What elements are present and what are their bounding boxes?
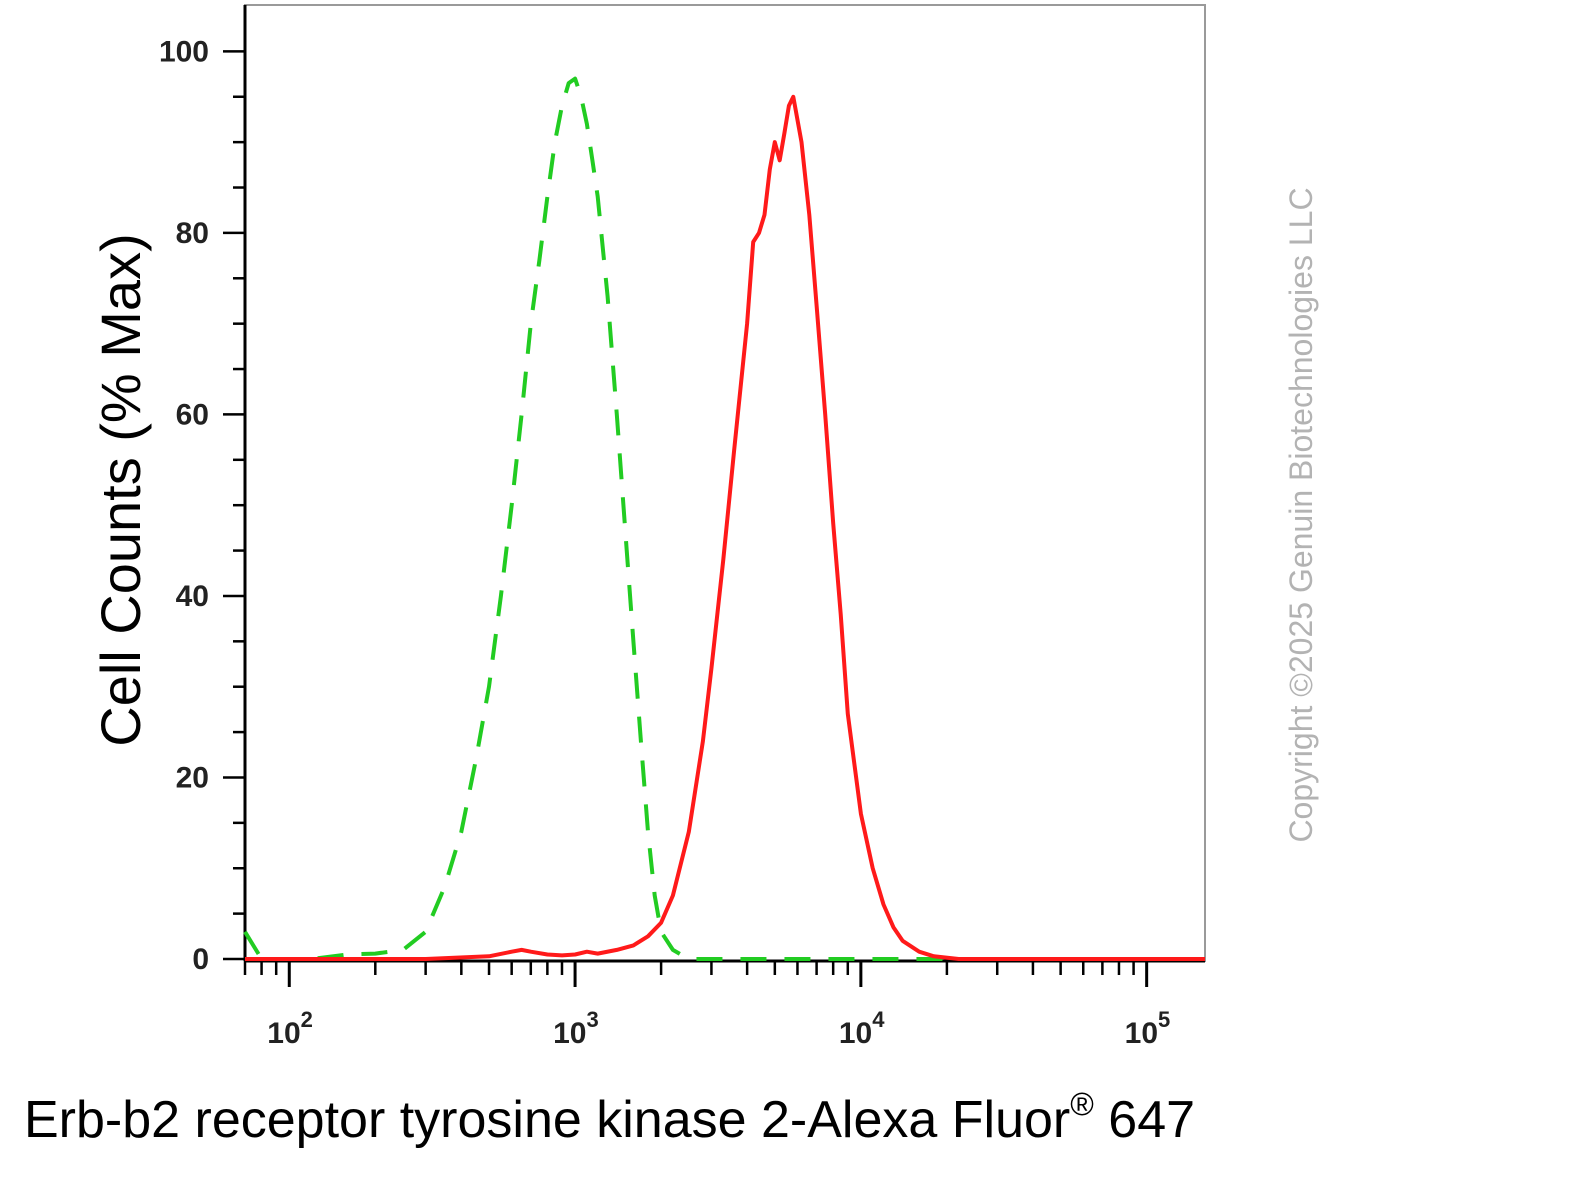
y-tick-label: 0 [192, 943, 209, 976]
x-tick-label: 103 [553, 1007, 599, 1050]
series-layer [243, 76, 1205, 961]
x-axis-label-tail: 647 [1094, 1091, 1195, 1149]
x-axis-ticks [243, 961, 1149, 987]
y-tick-label: 100 [159, 35, 209, 68]
y-tick-label: 60 [176, 398, 209, 431]
histogram-series-1 [243, 76, 1205, 961]
y-tick-label: 40 [176, 580, 209, 613]
copyright-watermark: Copyright ©2025 Genuin Biotechnologies L… [1283, 187, 1319, 842]
histogram-series-2 [245, 94, 1205, 961]
y-tick-label: 80 [176, 217, 209, 250]
x-tick-label: 104 [839, 1007, 885, 1050]
y-axis-ticks [223, 50, 245, 961]
x-axis-tick-labels: 102 103 104 105 [267, 1007, 1170, 1050]
y-axis-tick-labels: 0 20 40 60 80 100 [159, 35, 209, 976]
y-axis-label: Cell Counts (% Max) [89, 233, 152, 746]
x-tick-label: 105 [1125, 1007, 1171, 1050]
y-tick-label: 20 [176, 761, 209, 794]
x-axis-label-registered-mark: ® [1070, 1086, 1094, 1122]
plot-frame [244, 4, 1206, 962]
x-axis-label: Erb-b2 receptor tyrosine kinase 2-Alexa … [24, 1086, 1195, 1149]
x-tick-label: 102 [267, 1007, 313, 1050]
x-axis-label-main: Erb-b2 receptor tyrosine kinase 2-Alexa … [24, 1091, 1070, 1149]
